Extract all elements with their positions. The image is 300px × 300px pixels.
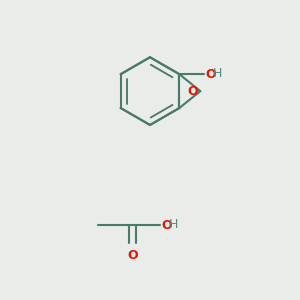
Text: O: O: [188, 85, 198, 98]
Text: O: O: [127, 249, 138, 262]
Text: O: O: [205, 68, 216, 81]
Text: H: H: [169, 218, 178, 231]
Text: O: O: [161, 219, 172, 232]
Text: H: H: [213, 67, 222, 80]
